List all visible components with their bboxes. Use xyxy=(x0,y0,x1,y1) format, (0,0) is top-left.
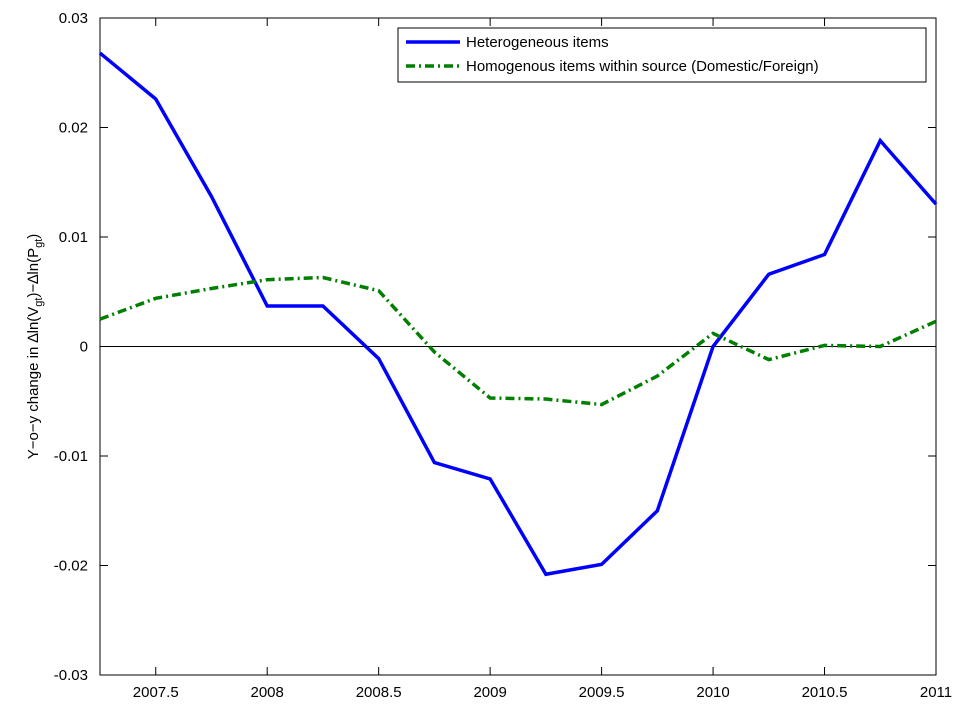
y-tick-label: 0.01 xyxy=(59,229,88,246)
data-line xyxy=(98,51,938,577)
x-tick-label: 2008.5 xyxy=(356,684,402,701)
legend-label: Homogenous items within source (Domestic… xyxy=(466,58,819,75)
x-tick-label: 2011 xyxy=(920,684,952,701)
y-axis-label: Y−o−y change in ∆ln(Vgt)−∆ln(Pgt) xyxy=(25,234,45,460)
y-tick-label: 0 xyxy=(80,339,88,356)
y-tick-label: -0.02 xyxy=(54,558,88,575)
y-tick-label: 0.03 xyxy=(59,10,88,27)
legend-label: Heterogeneous items xyxy=(466,34,609,51)
subscript: gt xyxy=(33,239,45,248)
x-tick-label: 2008 xyxy=(251,684,284,701)
y-tick-label: 0.02 xyxy=(59,120,88,137)
label-part: ) xyxy=(25,234,42,239)
x-tick-label: 2010 xyxy=(696,684,729,701)
x-tick-label: 2009 xyxy=(473,684,506,701)
label-part: Y−o−y change in ∆ln(V xyxy=(25,307,42,460)
y-tick-label: -0.01 xyxy=(54,448,88,465)
legend-box xyxy=(397,27,927,83)
x-tick-label: 2009.5 xyxy=(579,684,625,701)
subscript: gt xyxy=(33,298,45,307)
y-tick-label: -0.03 xyxy=(54,667,88,684)
x-tick-label: 2010.5 xyxy=(802,684,848,701)
label-part: )−∆ln(P xyxy=(25,248,42,298)
x-tick-label: 2007.5 xyxy=(133,684,179,701)
